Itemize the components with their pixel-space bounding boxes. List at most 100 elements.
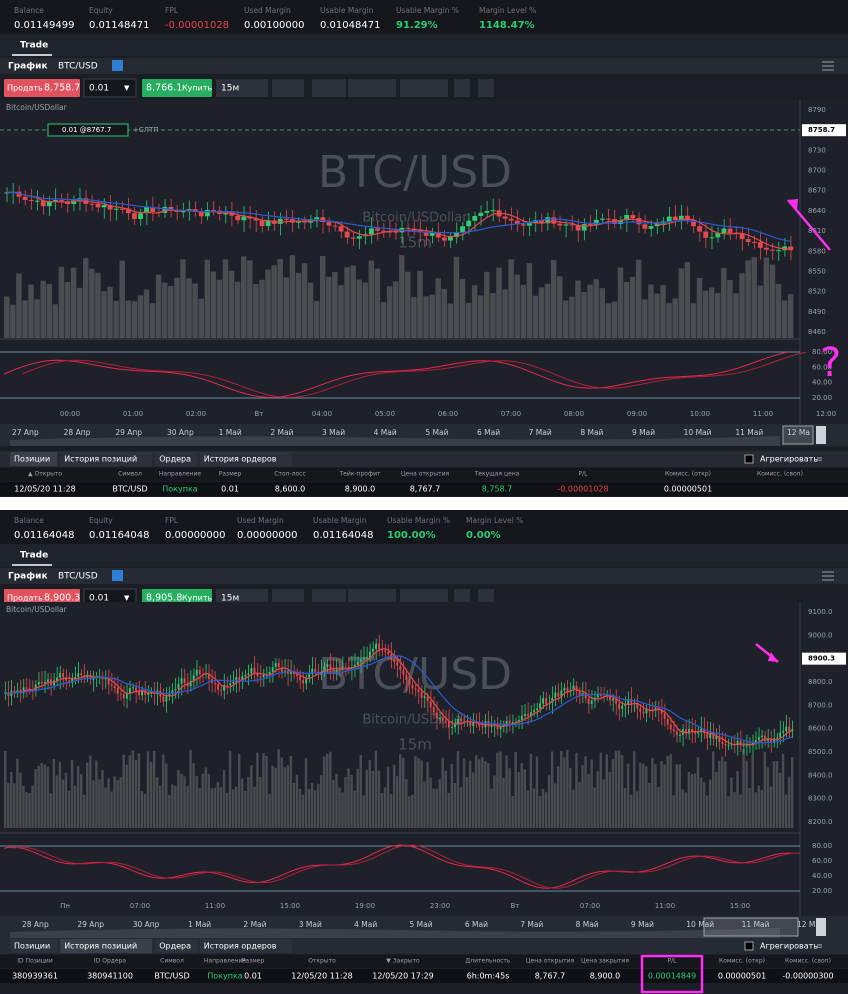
volume-bar xyxy=(787,776,791,828)
symbol: BTC/USD xyxy=(58,62,98,72)
qty-box[interactable] xyxy=(83,78,137,98)
account-value: 0.00% xyxy=(466,530,501,541)
buy-button[interactable] xyxy=(142,79,212,97)
sell-button[interactable] xyxy=(4,79,80,97)
candle-body xyxy=(356,661,359,665)
oscillator-line xyxy=(3,351,789,398)
volume-bar xyxy=(76,766,80,828)
price-label: 8200.0 xyxy=(808,818,833,826)
volume-bar xyxy=(611,759,615,828)
positions-tab-label: Позиции xyxy=(14,455,50,464)
volume-bar xyxy=(408,796,411,828)
positions-tab[interactable] xyxy=(155,939,197,953)
candle-body xyxy=(587,698,590,704)
volume-bar xyxy=(654,764,657,828)
volume-bar xyxy=(496,752,499,828)
volume-bar xyxy=(134,759,138,828)
candle-body xyxy=(520,224,526,226)
volume-bar xyxy=(289,756,293,828)
scroller-window[interactable] xyxy=(782,425,814,445)
cell: 8,767.7 xyxy=(410,485,441,494)
account-bar xyxy=(0,0,848,34)
aggregate-checkbox[interactable] xyxy=(744,454,754,464)
candle-body xyxy=(435,232,441,238)
candle-body xyxy=(423,232,429,236)
scroll-right[interactable] xyxy=(816,918,826,936)
candle-body xyxy=(77,673,80,678)
candle-body xyxy=(654,223,660,227)
link-icon[interactable] xyxy=(112,570,123,581)
volume-bar xyxy=(699,777,703,828)
positions-tab[interactable] xyxy=(60,452,153,466)
link-icon[interactable] xyxy=(112,60,123,71)
tool-button[interactable] xyxy=(400,79,448,97)
candle-body xyxy=(785,726,788,732)
candle-body xyxy=(718,735,721,743)
volume-bar xyxy=(569,767,572,828)
positions-tab[interactable] xyxy=(199,939,292,953)
volume-bar xyxy=(718,760,721,828)
scroll-right[interactable] xyxy=(816,426,826,444)
candle-body xyxy=(545,698,548,704)
timeframe-box[interactable] xyxy=(216,79,268,97)
time-label: Вт xyxy=(255,410,264,418)
date-label: 9 Май xyxy=(631,920,654,929)
date-label: 3 Май xyxy=(299,920,322,929)
positions-tab[interactable] xyxy=(10,939,58,953)
candle-body xyxy=(128,688,131,694)
cell: 6h:0m:45s xyxy=(467,972,510,981)
date-label: 7 Май xyxy=(520,920,543,929)
volume-bar xyxy=(775,761,779,828)
volume-bar xyxy=(268,793,271,828)
candle-body xyxy=(132,213,137,219)
volume-bar xyxy=(155,777,159,828)
volume-bar xyxy=(116,780,119,828)
volume-bar xyxy=(681,789,685,828)
volume-bar xyxy=(751,257,757,338)
volume-bar xyxy=(359,754,362,828)
volume-bar xyxy=(405,271,411,338)
candle-body xyxy=(426,696,429,702)
price-label: 8900.3 xyxy=(808,655,835,663)
buy-label: Купить xyxy=(182,594,213,603)
positions-tab[interactable] xyxy=(155,452,197,466)
date-label: 30 Апр xyxy=(133,920,160,929)
volume-bar xyxy=(380,792,384,828)
volume-bar xyxy=(19,772,22,828)
aggregate-checkbox[interactable] xyxy=(744,941,754,951)
candle-body xyxy=(639,708,642,712)
candle-body xyxy=(180,678,183,684)
date-label: 5 Май xyxy=(410,920,433,929)
date-label: 12 Ма xyxy=(787,428,810,437)
tool-button[interactable] xyxy=(348,79,396,97)
volume-bar xyxy=(657,787,660,828)
price-label: 8730 xyxy=(808,146,826,154)
tool-button[interactable] xyxy=(272,79,304,97)
volume-bar xyxy=(715,771,718,828)
volume-bar xyxy=(553,783,557,828)
positions-tab[interactable] xyxy=(199,452,292,466)
candle-body xyxy=(578,691,581,696)
candle-body xyxy=(757,242,763,248)
candle-body xyxy=(311,668,314,675)
candle-body xyxy=(666,216,672,222)
candle-body xyxy=(198,211,204,217)
scroller-window[interactable] xyxy=(703,917,799,937)
candle-body xyxy=(299,676,301,681)
positions-tab[interactable] xyxy=(10,452,58,466)
tool-button[interactable] xyxy=(454,79,470,97)
volume-bar xyxy=(283,767,286,828)
tool-button[interactable] xyxy=(312,79,346,97)
volume-bar xyxy=(219,787,223,828)
candle-body xyxy=(630,215,636,219)
account-label: Usable Margin xyxy=(320,6,374,15)
tool-button[interactable] xyxy=(478,79,494,97)
candle-body xyxy=(265,220,271,227)
candle-body xyxy=(612,698,614,701)
sell-price: 8,758.7 xyxy=(44,83,80,94)
date-label: 11 Май xyxy=(735,428,763,437)
volume-bar xyxy=(730,777,733,828)
candle-body xyxy=(259,220,265,227)
positions-tab[interactable] xyxy=(60,939,153,953)
candle-body xyxy=(110,684,113,686)
